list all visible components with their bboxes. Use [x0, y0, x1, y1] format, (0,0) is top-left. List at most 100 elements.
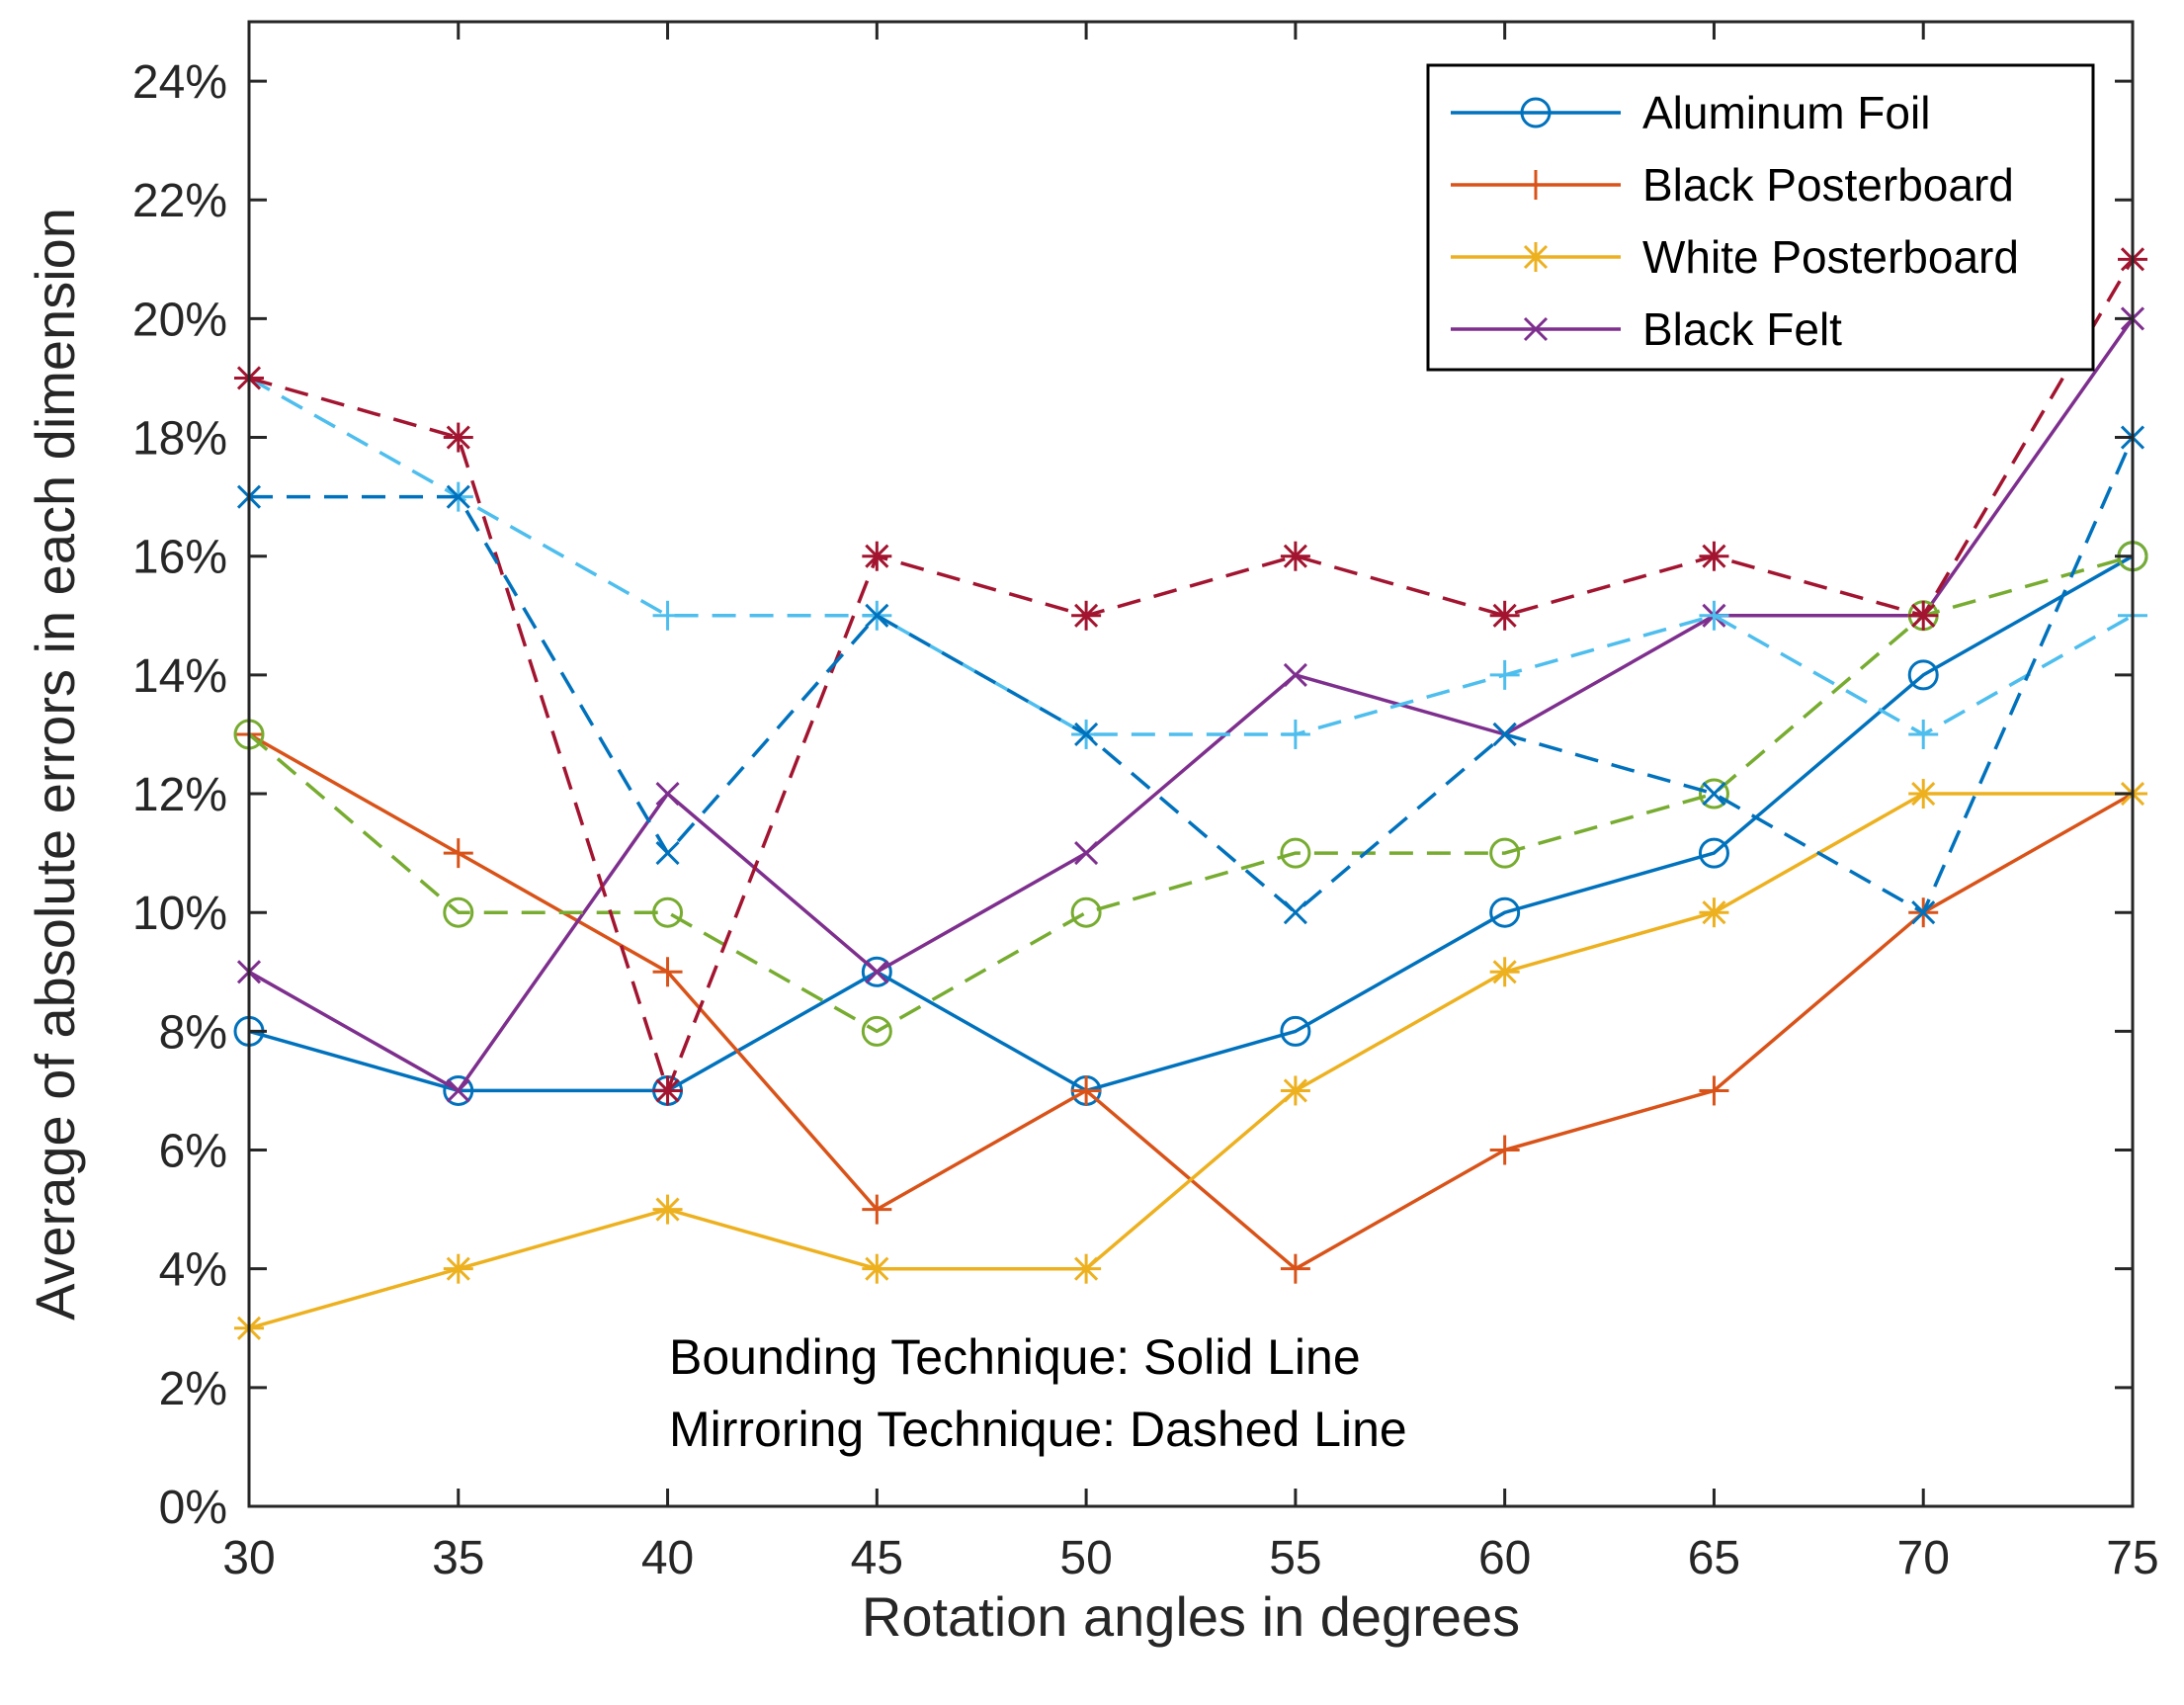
x-tick-label: 30 [222, 1532, 275, 1584]
data-point-marker [1492, 722, 1517, 747]
y-tick-label: 8% [159, 1006, 227, 1059]
data-point-marker [1283, 900, 1307, 925]
legend-label: Black Posterboard [1642, 159, 2014, 211]
data-point-marker [1908, 719, 1939, 749]
ticks-layer: 30 35 40 45 50 55 60 65 70 75 0% 2% 4% 6% 8% 10% 12% 14% 1… [132, 22, 2159, 1584]
legend-marker [1520, 97, 1552, 128]
data-point-marker [652, 896, 684, 928]
legend-label: Black Felt [1642, 303, 1842, 355]
data-point-marker [1280, 719, 1310, 749]
y-tick-label: 4% [159, 1244, 227, 1297]
y-tick-label: 10% [132, 888, 227, 940]
x-tick-label: 45 [851, 1532, 903, 1584]
legend: Aluminum Foil Black Posterboard White Post… [1426, 63, 2095, 372]
data-point-marker [1702, 781, 1726, 807]
y-tick-label: 24% [132, 56, 227, 109]
y-tick-label: 16% [132, 532, 227, 584]
data-point-marker [1489, 837, 1521, 869]
data-point-marker [865, 960, 889, 984]
y-tick-label: 2% [159, 1363, 227, 1415]
y-tick-label: 12% [132, 769, 227, 821]
data-point-marker [1489, 600, 1520, 631]
legend-entry: Black Posterboard [1451, 159, 2014, 211]
data-point-marker [1283, 662, 1307, 687]
data-point-marker [1911, 900, 1936, 925]
series-line [248, 554, 2134, 1093]
data-point-marker [443, 838, 473, 869]
y-tick-label: 6% [159, 1126, 227, 1178]
data-point-marker [443, 896, 474, 928]
data-point-marker [1071, 1075, 1102, 1106]
legend-marker [1521, 242, 1551, 272]
data-point-marker [655, 781, 680, 807]
data-point-marker [1698, 837, 1729, 869]
data-point-marker [861, 956, 892, 987]
data-point-marker [652, 600, 683, 631]
data-point-marker [1071, 1253, 1102, 1284]
data-point-marker [865, 603, 889, 628]
data-point-marker [862, 1253, 892, 1284]
data-point-marker [652, 957, 683, 987]
legend-label: Aluminum Foil [1642, 87, 1930, 138]
data-point-marker [655, 841, 680, 866]
x-tick-label: 70 [1897, 1532, 1950, 1584]
data-point-marker [1280, 837, 1311, 869]
data-point-marker [446, 1078, 470, 1103]
annotation-layer: Bounding Technique: Solid Line Mirroring… [669, 1329, 1407, 1457]
y-tick-label: 22% [132, 175, 227, 227]
data-point-marker [1489, 896, 1521, 928]
x-tick-label: 50 [1059, 1532, 1112, 1584]
data-point-marker [1070, 896, 1102, 928]
legend-entry: Aluminum Foil [1451, 87, 1930, 138]
data-point-marker [1074, 841, 1099, 866]
series-line [248, 258, 2135, 1093]
legend-box [1426, 63, 2095, 372]
x-tick-label: 75 [2106, 1532, 2158, 1584]
data-point-marker [1908, 779, 1939, 810]
y-axis-title: Average of absolute errors in each dimen… [24, 208, 86, 1321]
legend-marker [1521, 170, 1551, 200]
legend-entry: Black Felt [1451, 303, 1842, 355]
data-point-marker [1280, 1015, 1311, 1047]
y-tick-label: 14% [132, 650, 227, 703]
data-point-marker [862, 541, 892, 571]
data-point-marker [1489, 659, 1520, 690]
data-point-marker [446, 484, 470, 509]
series-line [249, 436, 2135, 914]
series-line [247, 554, 2134, 1034]
data-point-marker [1907, 659, 1939, 691]
data-point-marker [1908, 600, 1939, 631]
legend-marker [1523, 316, 1549, 342]
x-tick-label: 60 [1478, 1532, 1531, 1584]
data-point-marker [1699, 600, 1729, 631]
annotation-bounding: Bounding Technique: Solid Line [669, 1329, 1361, 1385]
annotation-mirroring: Mirroring Technique: Dashed Line [669, 1402, 1407, 1457]
data-point-marker [862, 1194, 892, 1225]
series-5-dashed [233, 541, 2148, 1047]
data-point-marker [1698, 778, 1729, 810]
y-tick-label: 20% [132, 294, 227, 346]
data-point-marker [443, 1253, 473, 1284]
data-point-marker [1489, 957, 1520, 987]
data-point-marker [1699, 541, 1729, 571]
data-point-marker [1699, 897, 1729, 928]
data-point-marker [1071, 600, 1102, 631]
series-line [248, 376, 2134, 736]
x-tick-label: 55 [1269, 1532, 1321, 1584]
x-tick-label: 35 [432, 1532, 484, 1584]
legend-label: White Posterboard [1642, 231, 2019, 283]
x-axis-title: Rotation angles in degrees [862, 1585, 1520, 1648]
data-point-marker [861, 1015, 892, 1047]
data-point-marker [652, 1075, 683, 1106]
series-line [248, 317, 2135, 1093]
legend-entry: White Posterboard [1451, 231, 2019, 283]
data-point-marker [1489, 1135, 1520, 1165]
data-point-marker [1280, 1253, 1310, 1284]
plot-area-frame [247, 20, 2135, 1508]
data-point-marker [443, 1074, 474, 1106]
data-point-marker [443, 422, 473, 453]
data-point-marker [1280, 541, 1310, 571]
x-tick-label: 65 [1688, 1532, 1740, 1584]
data-point-marker [1699, 1075, 1729, 1106]
